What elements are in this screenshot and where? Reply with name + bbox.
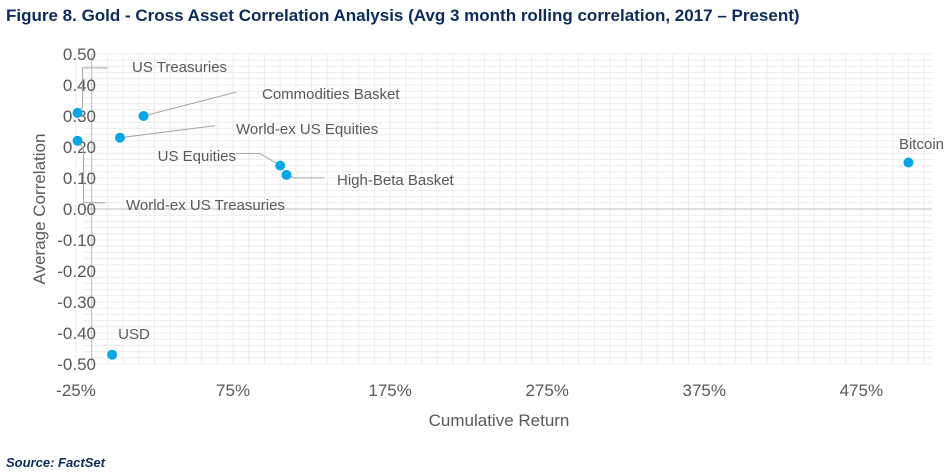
data-point bbox=[903, 157, 914, 168]
point-label: Commodities Basket bbox=[262, 86, 400, 103]
y-axis-title: Average Correlation bbox=[30, 134, 49, 285]
point-label: World-ex US Treasuries bbox=[126, 197, 285, 214]
y-tick-label: 0.10 bbox=[63, 169, 96, 188]
y-tick-label: 0.40 bbox=[63, 76, 96, 95]
y-tick-label: 0.20 bbox=[63, 138, 96, 157]
data-points bbox=[72, 107, 914, 360]
source-note: Source: FactSet bbox=[6, 455, 105, 470]
y-tick-label: -0.30 bbox=[57, 293, 96, 312]
data-point bbox=[275, 160, 286, 171]
leader-line bbox=[286, 174, 325, 179]
y-tick-label: -0.10 bbox=[57, 231, 96, 250]
x-tick-label: 375% bbox=[683, 381, 726, 400]
x-tick-label: 475% bbox=[840, 381, 883, 400]
y-tick-label: -0.20 bbox=[57, 262, 96, 281]
axis-layer bbox=[84, 54, 932, 364]
point-label: High-Beta Basket bbox=[337, 172, 455, 189]
data-point bbox=[72, 107, 83, 118]
x-axis-title: Cumulative Return bbox=[429, 411, 570, 430]
data-point bbox=[138, 111, 149, 121]
point-labels: US Treasuries Commodities Basket World-ex … bbox=[118, 59, 944, 343]
data-point bbox=[281, 169, 292, 180]
tick-labels: 0.500.400.300.200.100.00-0.10-0.20-0.30-… bbox=[56, 45, 883, 400]
point-label: USD bbox=[118, 326, 150, 343]
x-tick-label: 175% bbox=[368, 381, 411, 400]
y-tick-label: -0.40 bbox=[57, 324, 96, 343]
x-tick-label: -25% bbox=[56, 381, 96, 400]
y-tick-label: -0.50 bbox=[57, 355, 96, 374]
x-tick-label: 75% bbox=[216, 381, 250, 400]
y-tick-label: 0.50 bbox=[63, 45, 96, 64]
point-label: Bitcoin bbox=[899, 136, 944, 153]
point-label: US Treasuries bbox=[132, 59, 227, 76]
figure-title: Figure 8. Gold - Cross Asset Correlation… bbox=[6, 6, 800, 25]
data-point bbox=[107, 349, 118, 360]
leader-lines bbox=[77, 67, 325, 204]
data-point bbox=[72, 135, 83, 146]
point-label: World-ex US Equities bbox=[236, 121, 378, 138]
y-tick-label: 0.00 bbox=[63, 200, 96, 219]
grid-layer bbox=[75, 53, 932, 365]
leader-line bbox=[143, 91, 237, 117]
x-tick-label: 275% bbox=[525, 381, 568, 400]
leader-line bbox=[236, 153, 281, 167]
data-point bbox=[114, 132, 125, 143]
leader-line bbox=[119, 125, 216, 139]
point-label: US Equities bbox=[158, 148, 236, 165]
